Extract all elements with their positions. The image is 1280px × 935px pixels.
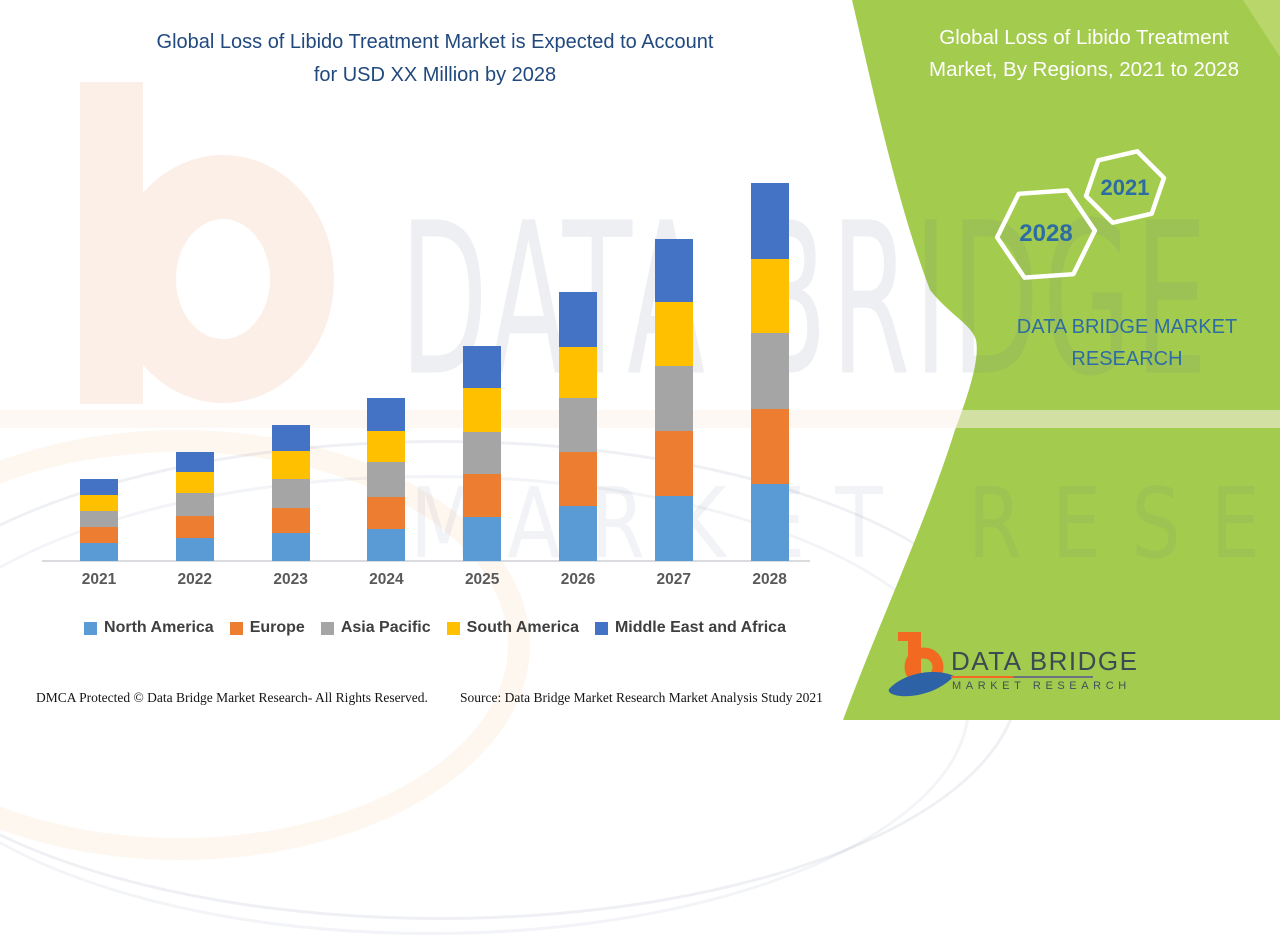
footer-dmca-text: DMCA Protected © Data Bridge Market Rese… bbox=[36, 690, 428, 705]
legend-swatch-north_america bbox=[84, 621, 98, 635]
bar-segment-europe-2023 bbox=[271, 508, 310, 533]
bar-segment-north_america-2024 bbox=[367, 529, 406, 561]
bar-segment-south_america-2022 bbox=[175, 472, 214, 493]
x-axis-label-2023: 2023 bbox=[273, 571, 308, 588]
bar-segment-north_america-2025 bbox=[463, 517, 502, 561]
x-axis-label-2022: 2022 bbox=[177, 571, 213, 588]
panel-brand-line2: RESEARCH bbox=[1071, 348, 1183, 370]
bar-segment-middle_east_africa-2021 bbox=[80, 479, 118, 495]
bar-segment-europe-2025 bbox=[463, 474, 502, 517]
x-axis-label-2025: 2025 bbox=[464, 571, 500, 588]
bar-segment-north_america-2026 bbox=[559, 506, 597, 561]
bar-segment-middle_east_africa-2024 bbox=[367, 398, 406, 431]
legend-swatch-europe bbox=[229, 621, 243, 635]
bar-segment-south_america-2023 bbox=[271, 451, 310, 479]
x-axis-label-2021: 2021 bbox=[81, 571, 117, 588]
green-swoosh-shape bbox=[843, 0, 1280, 720]
data-bridge-logo-mark bbox=[888, 632, 954, 697]
bar-segment-south_america-2021 bbox=[80, 495, 118, 511]
bar-segment-asia_pacific-2023 bbox=[271, 479, 310, 508]
bar-segment-north_america-2022 bbox=[175, 538, 214, 561]
bar-segment-europe-2027 bbox=[654, 431, 693, 496]
bar-segment-north_america-2021 bbox=[80, 543, 118, 561]
panel-brand-text: DATA BRIDGE MARKET RESEARCH bbox=[983, 311, 1271, 375]
bar-segment-south_america-2025 bbox=[463, 388, 502, 432]
hexagon-2028-outline bbox=[994, 188, 1098, 280]
legend-swatch-middle_east_africa bbox=[594, 621, 608, 635]
green-corner-fold bbox=[1243, 0, 1280, 57]
legend-label-north_america: North America bbox=[104, 619, 214, 636]
chart-title: Global Loss of Libido Treatment Market i… bbox=[45, 26, 825, 92]
green-side-panel bbox=[843, 0, 1280, 720]
legend-swatch-south_america bbox=[446, 621, 460, 635]
bar-segment-europe-2024 bbox=[367, 497, 406, 529]
legend-item-europe: Europe bbox=[229, 619, 305, 637]
x-axis-line bbox=[42, 560, 810, 562]
bar-segment-asia_pacific-2022 bbox=[175, 493, 214, 516]
legend-item-south_america: South America bbox=[446, 619, 579, 637]
hexagon-2021-outline bbox=[1083, 149, 1167, 225]
bar-segment-middle_east_africa-2025 bbox=[463, 346, 502, 388]
x-axis-label-2028: 2028 bbox=[752, 571, 787, 588]
legend-item-middle_east_africa: Middle East and Africa bbox=[594, 619, 786, 637]
chart-title-line2: for USD XX Million by 2028 bbox=[313, 64, 557, 86]
bar-segment-south_america-2028 bbox=[750, 259, 789, 333]
chart-legend: North America Europe Asia Pacific South Ame… bbox=[40, 617, 830, 639]
legend-swatch-asia_pacific bbox=[320, 621, 334, 635]
content-layer: Global Loss of Libido Treatment Market i… bbox=[36, 22, 1278, 705]
bar-segment-asia_pacific-2028 bbox=[750, 333, 789, 409]
bar-segment-europe-2021 bbox=[80, 527, 118, 543]
chart-title-line1: Global Loss of Libido Treatment Market i… bbox=[156, 31, 714, 53]
bar-segment-north_america-2028 bbox=[750, 484, 789, 561]
bar-segment-middle_east_africa-2028 bbox=[750, 183, 789, 259]
legend-label-asia_pacific: Asia Pacific bbox=[340, 619, 431, 636]
legend-item-asia_pacific: Asia Pacific bbox=[320, 619, 431, 637]
panel-brand-line1: DATA BRIDGE MARKET bbox=[1016, 316, 1238, 338]
legend-item-north_america: North America bbox=[84, 619, 214, 637]
bar-segment-middle_east_africa-2027 bbox=[654, 239, 693, 302]
bar-segment-middle_east_africa-2026 bbox=[559, 292, 597, 347]
bar-segment-asia_pacific-2021 bbox=[80, 511, 118, 527]
logo-underline bbox=[951, 676, 1093, 678]
bar-segment-asia_pacific-2024 bbox=[367, 462, 406, 497]
bar-segment-south_america-2026 bbox=[559, 347, 597, 398]
bar-segment-north_america-2027 bbox=[654, 496, 693, 561]
hexagon-2021-label: 2021 bbox=[1100, 175, 1150, 200]
x-axis-label-2024: 2024 bbox=[369, 571, 404, 588]
bar-segment-north_america-2023 bbox=[271, 533, 310, 561]
logo-b-serif bbox=[898, 632, 912, 641]
bar-segment-middle_east_africa-2022 bbox=[175, 452, 214, 472]
bar-segment-asia_pacific-2027 bbox=[654, 366, 693, 431]
bar-segment-south_america-2024 bbox=[367, 431, 406, 462]
panel-title-line2: Market, By Regions, 2021 to 2028 bbox=[929, 58, 1239, 81]
bar-segment-middle_east_africa-2023 bbox=[271, 425, 310, 451]
bar-segment-europe-2022 bbox=[175, 516, 214, 538]
footer-source-text: Source: Data Bridge Market Research Mark… bbox=[460, 690, 823, 705]
bar-segment-europe-2026 bbox=[559, 452, 597, 506]
bar-segment-europe-2028 bbox=[750, 409, 789, 484]
logo-name-text: DATA BRIDGE bbox=[951, 646, 1139, 676]
legend-label-europe: Europe bbox=[249, 619, 305, 636]
panel-title-line1: Global Loss of Libido Treatment bbox=[939, 26, 1229, 49]
legend-label-middle_east_africa: Middle East and Africa bbox=[614, 619, 786, 636]
x-axis-label-2027: 2027 bbox=[656, 571, 692, 588]
bar-segment-south_america-2027 bbox=[654, 302, 693, 366]
logo-blue-swoosh bbox=[888, 672, 954, 697]
x-axis-label-2026: 2026 bbox=[560, 571, 596, 588]
bar-segment-asia_pacific-2026 bbox=[559, 398, 597, 452]
hexagon-graphics bbox=[994, 149, 1167, 280]
legend-label-south_america: South America bbox=[466, 619, 579, 636]
hexagon-2028-label: 2028 bbox=[1019, 220, 1073, 247]
logo-subtitle-text: MARKET RESEARCH bbox=[952, 680, 1131, 692]
bar-segment-asia_pacific-2025 bbox=[463, 432, 502, 474]
panel-title: Global Loss of Libido Treatment Market, … bbox=[890, 22, 1278, 86]
